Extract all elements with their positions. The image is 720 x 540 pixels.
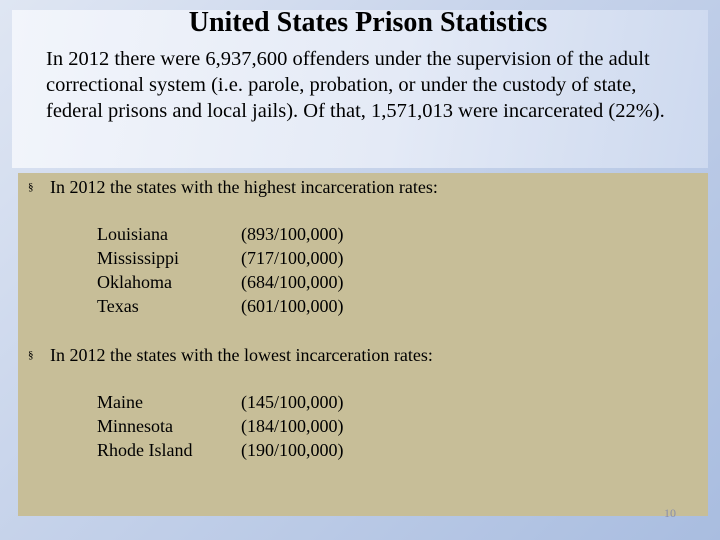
state-name: Minnesota [97, 416, 173, 436]
table-row: Minnesota (184/100,000) [97, 414, 344, 438]
bullet-lowest: § In 2012 the states with the lowest inc… [28, 343, 688, 367]
state-rate: (717/100,000) [241, 248, 344, 268]
state-name: Maine [97, 392, 143, 412]
state-rate: (184/100,000) [241, 416, 344, 436]
table-row: Rhode Island (190/100,000) [97, 438, 344, 462]
slide-title: United States Prison Statistics [188, 7, 548, 38]
state-name: Texas [97, 296, 139, 316]
intro-paragraph: In 2012 there were 6,937,600 offenders u… [46, 48, 665, 122]
page-number: 10 [664, 506, 676, 520]
table-row: Mississippi (717/100,000) [97, 246, 344, 270]
title-panel [12, 10, 708, 168]
table-row: Louisiana (893/100,000) [97, 222, 344, 246]
bullet-marker: § [28, 349, 34, 361]
lowest-rates-heading: In 2012 the states with the lowest incar… [50, 345, 433, 365]
table-row: Texas (601/100,000) [97, 294, 344, 318]
table-row: Oklahoma (684/100,000) [97, 270, 344, 294]
state-name: Rhode Island [97, 440, 193, 460]
state-rate: (601/100,000) [241, 296, 344, 316]
bullet-highest: § In 2012 the states with the highest in… [28, 175, 688, 199]
state-rate: (684/100,000) [241, 272, 344, 292]
table-row: Maine (145/100,000) [97, 390, 344, 414]
lowest-rates-table: Maine (145/100,000) Minnesota (184/100,0… [97, 390, 344, 462]
bullet-marker: § [28, 181, 34, 193]
content-panel [18, 173, 708, 516]
state-rate: (190/100,000) [241, 440, 344, 460]
state-name: Oklahoma [97, 272, 172, 292]
state-rate: (893/100,000) [241, 224, 344, 244]
highest-rates-heading: In 2012 the states with the highest inca… [50, 177, 438, 197]
state-name: Mississippi [97, 248, 180, 268]
highest-rates-table: Louisiana (893/100,000) Mississippi (717… [97, 222, 344, 318]
state-name: Louisiana [97, 224, 168, 244]
state-rate: (145/100,000) [241, 392, 344, 412]
